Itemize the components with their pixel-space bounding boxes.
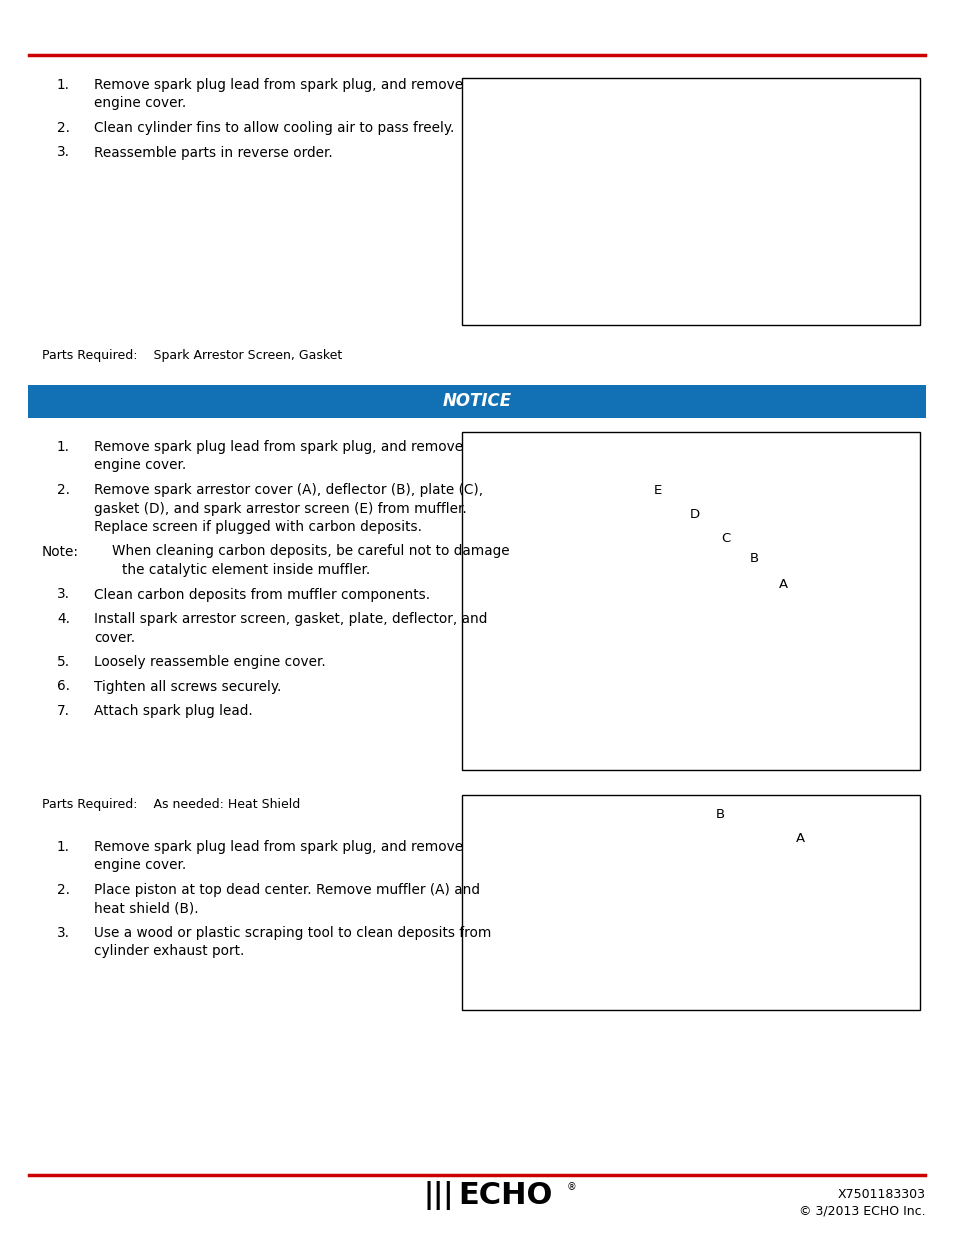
Text: Tighten all screws securely.: Tighten all screws securely. bbox=[94, 679, 281, 694]
Text: Clean cylinder fins to allow cooling air to pass freely.: Clean cylinder fins to allow cooling air… bbox=[94, 121, 454, 135]
Text: Remove spark plug lead from spark plug, and remove: Remove spark plug lead from spark plug, … bbox=[94, 840, 462, 853]
Text: gasket (D), and spark arrestor screen (E) from muffler.: gasket (D), and spark arrestor screen (E… bbox=[94, 501, 466, 515]
Text: 7.: 7. bbox=[57, 704, 70, 718]
Bar bbox=[461, 795, 919, 1010]
Text: 3.: 3. bbox=[57, 146, 70, 159]
Text: Place piston at top dead center. Remove muffler (A) and: Place piston at top dead center. Remove … bbox=[94, 883, 479, 897]
Text: 1.: 1. bbox=[57, 840, 70, 853]
Text: 3.: 3. bbox=[57, 588, 70, 601]
Text: D: D bbox=[689, 508, 700, 520]
Text: heat shield (B).: heat shield (B). bbox=[94, 902, 198, 915]
Text: E: E bbox=[653, 483, 661, 496]
Text: cylinder exhaust port.: cylinder exhaust port. bbox=[94, 945, 244, 958]
Text: B: B bbox=[749, 552, 758, 564]
Text: the catalytic element inside muffler.: the catalytic element inside muffler. bbox=[122, 563, 370, 577]
Text: Loosely reassemble engine cover.: Loosely reassemble engine cover. bbox=[94, 655, 325, 669]
Text: Replace screen if plugged with carbon deposits.: Replace screen if plugged with carbon de… bbox=[94, 520, 421, 534]
Text: 1.: 1. bbox=[57, 440, 70, 454]
Text: Remove spark plug lead from spark plug, and remove: Remove spark plug lead from spark plug, … bbox=[94, 440, 462, 454]
Text: Remove spark arrestor cover (A), deflector (B), plate (C),: Remove spark arrestor cover (A), deflect… bbox=[94, 483, 482, 496]
Text: A: A bbox=[778, 578, 787, 592]
Bar bbox=[28, 385, 925, 417]
Text: Parts Required:    Spark Arrestor Screen, Gasket: Parts Required: Spark Arrestor Screen, G… bbox=[42, 350, 342, 362]
Text: Parts Required:    As needed: Heat Shield: Parts Required: As needed: Heat Shield bbox=[42, 798, 300, 811]
Text: 5.: 5. bbox=[57, 655, 70, 669]
Text: 2.: 2. bbox=[57, 121, 70, 135]
Text: Note:: Note: bbox=[42, 545, 79, 558]
Text: ®: ® bbox=[566, 1182, 577, 1192]
Text: Attach spark plug lead.: Attach spark plug lead. bbox=[94, 704, 253, 718]
Bar bbox=[461, 432, 919, 769]
Text: 1.: 1. bbox=[57, 78, 70, 91]
Text: cover.: cover. bbox=[94, 631, 135, 645]
Text: |||: ||| bbox=[423, 1181, 454, 1209]
Text: ECHO: ECHO bbox=[457, 1181, 552, 1209]
Text: A: A bbox=[795, 831, 803, 845]
Text: Reassemble parts in reverse order.: Reassemble parts in reverse order. bbox=[94, 146, 333, 159]
Text: Install spark arrestor screen, gasket, plate, deflector, and: Install spark arrestor screen, gasket, p… bbox=[94, 613, 487, 626]
Text: Remove spark plug lead from spark plug, and remove: Remove spark plug lead from spark plug, … bbox=[94, 78, 462, 91]
Text: NOTICE: NOTICE bbox=[442, 393, 511, 410]
Text: 6.: 6. bbox=[57, 679, 70, 694]
Text: X7501183303: X7501183303 bbox=[837, 1188, 925, 1200]
Text: Clean carbon deposits from muffler components.: Clean carbon deposits from muffler compo… bbox=[94, 588, 430, 601]
Bar bbox=[461, 78, 919, 325]
Text: engine cover.: engine cover. bbox=[94, 858, 186, 872]
Text: 4.: 4. bbox=[57, 613, 70, 626]
Text: engine cover.: engine cover. bbox=[94, 458, 186, 473]
Text: engine cover.: engine cover. bbox=[94, 96, 186, 110]
Text: Use a wood or plastic scraping tool to clean deposits from: Use a wood or plastic scraping tool to c… bbox=[94, 926, 491, 940]
Text: B: B bbox=[715, 809, 723, 821]
Text: C: C bbox=[720, 531, 730, 545]
Text: 2.: 2. bbox=[57, 483, 70, 496]
Text: When cleaning carbon deposits, be careful not to damage: When cleaning carbon deposits, be carefu… bbox=[112, 545, 509, 558]
Text: © 3/2013 ECHO Inc.: © 3/2013 ECHO Inc. bbox=[799, 1205, 925, 1218]
Text: 3.: 3. bbox=[57, 926, 70, 940]
Text: 2.: 2. bbox=[57, 883, 70, 897]
